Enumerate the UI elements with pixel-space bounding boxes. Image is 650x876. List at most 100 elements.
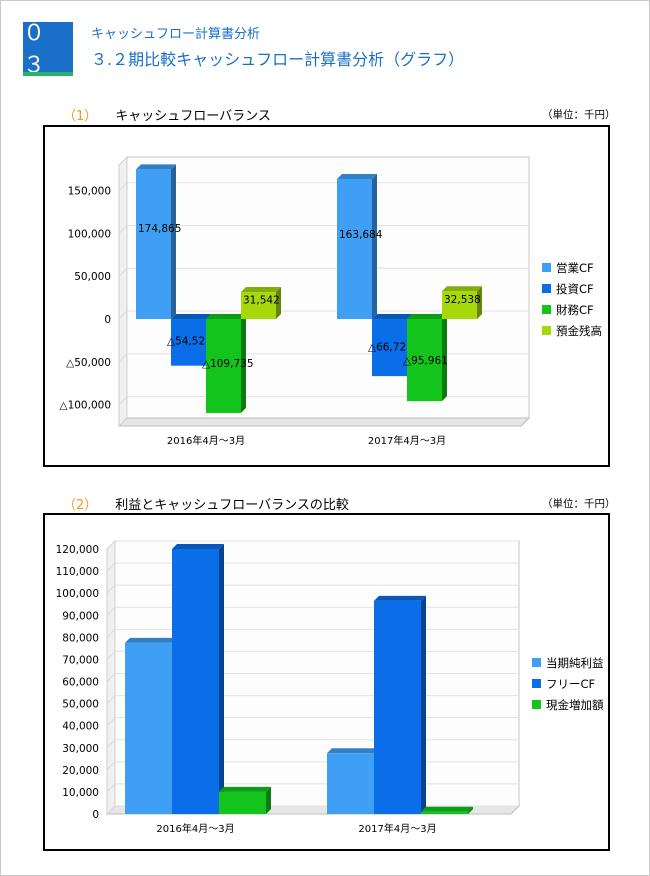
bar bbox=[374, 600, 421, 814]
bar bbox=[219, 791, 266, 814]
bar-top bbox=[327, 748, 379, 754]
bar-top bbox=[172, 544, 224, 549]
bar bbox=[136, 169, 171, 320]
bar-top bbox=[337, 173, 377, 179]
gridline-diag bbox=[106, 540, 116, 550]
section-badge: ０３ bbox=[23, 21, 73, 78]
y-tick-label: 30,000 bbox=[62, 743, 99, 755]
bar-side bbox=[468, 806, 473, 814]
bar-top bbox=[407, 314, 447, 320]
gridline-diag bbox=[106, 584, 116, 594]
y-tick-label: 110,000 bbox=[56, 566, 99, 578]
gridline-diag bbox=[106, 783, 116, 793]
cashflow-balance-chart: 150,000 100,000 50,000 0 △50,000 △100,000 174,… bbox=[43, 125, 610, 467]
y-tick-label: 70,000 bbox=[62, 654, 99, 666]
y-tick-label: △50,000 bbox=[66, 357, 111, 369]
y-tick-label: △100,000 bbox=[60, 400, 112, 412]
gridline-diag bbox=[118, 225, 128, 234]
bar-top bbox=[442, 286, 482, 292]
bar-side bbox=[241, 314, 246, 413]
bar bbox=[125, 642, 172, 814]
bar-side bbox=[421, 595, 426, 814]
y-tick-label: 0 bbox=[92, 809, 99, 821]
bar-side bbox=[276, 287, 281, 320]
x-category-label: 2017年4月～3月 bbox=[368, 434, 446, 447]
gridline-diag bbox=[106, 562, 116, 572]
gridline-diag bbox=[118, 310, 128, 320]
data-label: 174,865 bbox=[138, 223, 181, 235]
gridline-diag bbox=[106, 805, 116, 815]
bar-top bbox=[421, 806, 473, 812]
section1-number: （1） bbox=[63, 109, 98, 124]
legend-swatch bbox=[542, 263, 551, 272]
section2-number: （2） bbox=[63, 498, 98, 513]
legend-swatch bbox=[542, 326, 551, 335]
data-label: △109,735 bbox=[202, 358, 254, 370]
x-category-label: 2016年4月～3月 bbox=[167, 434, 245, 447]
bar-top bbox=[241, 287, 281, 293]
bar-side bbox=[442, 314, 447, 402]
bar bbox=[172, 549, 219, 814]
legend-label: 預金残高 bbox=[556, 324, 602, 338]
cashflow-balance-svg: 150,000 100,000 50,000 0 △50,000 △100,000 174,… bbox=[60, 155, 602, 447]
legend-label: 現金増加額 bbox=[546, 698, 604, 712]
page-title: ３.２期比較キャッシュフロー計算書分析（グラフ） bbox=[91, 50, 465, 69]
bar-side bbox=[266, 786, 271, 814]
data-label: △66,727 bbox=[368, 341, 413, 353]
y-tick-label: 0 bbox=[104, 314, 111, 326]
bar-side bbox=[171, 164, 176, 320]
gridline-diag bbox=[118, 182, 128, 192]
gridline-diag bbox=[106, 717, 116, 727]
data-label: 31,542 bbox=[243, 294, 280, 306]
header-subtitle: キャッシュフロー計算書分析 bbox=[91, 27, 261, 42]
bar-top bbox=[136, 164, 176, 170]
legend-label: フリーCF bbox=[546, 677, 595, 691]
data-label: 163,684 bbox=[339, 229, 383, 241]
legend-swatch bbox=[542, 305, 551, 314]
section2-title: 利益とキャッシュフローバランスの比較 bbox=[115, 498, 349, 513]
data-label: △54,521 bbox=[167, 336, 212, 348]
section1-heading: （1） キャッシュフローバランス bbox=[63, 105, 271, 124]
section2-heading: （2） 利益とキャッシュフローバランスの比較 bbox=[63, 494, 349, 513]
bar bbox=[171, 319, 206, 366]
x-category-label: 2017年4月～3月 bbox=[358, 822, 436, 835]
plot-floor bbox=[117, 417, 531, 427]
y-tick-label: 40,000 bbox=[62, 721, 99, 733]
legend-label: 財務CF bbox=[556, 303, 594, 317]
data-label: △95,961 bbox=[403, 355, 448, 367]
badge-underline bbox=[23, 72, 73, 76]
profit-cashflow-chart: 120,000 110,000 100,000 90,000 80,000 70,000 6… bbox=[43, 513, 610, 851]
section1-unit: （単位：千円） bbox=[542, 109, 616, 121]
y-tick-label: 50,000 bbox=[62, 699, 99, 711]
bar-top bbox=[171, 314, 211, 320]
bar-top bbox=[219, 786, 271, 792]
y-tick-label: 100,000 bbox=[68, 228, 111, 240]
bar-top bbox=[372, 314, 412, 320]
legend-swatch bbox=[532, 679, 541, 688]
profit-cashflow-svg: 120,000 110,000 100,000 90,000 80,000 70,000 6… bbox=[56, 539, 604, 835]
gridline-diag bbox=[106, 628, 116, 638]
legend-label: 当期純利益 bbox=[546, 656, 604, 670]
bar bbox=[241, 292, 276, 320]
legend-label: 投資CF bbox=[556, 282, 594, 296]
gridline-diag bbox=[118, 267, 128, 277]
bar bbox=[206, 319, 241, 413]
y-tick-label: 60,000 bbox=[62, 677, 99, 689]
bar-side bbox=[372, 173, 377, 320]
legend-swatch bbox=[532, 700, 541, 709]
gridline-diag bbox=[118, 353, 128, 363]
bar-top bbox=[206, 314, 246, 320]
y-tick-label: 20,000 bbox=[62, 765, 99, 777]
bar-top bbox=[125, 637, 177, 643]
gridline-diag bbox=[106, 761, 116, 771]
y-tick-label: 10,000 bbox=[62, 787, 99, 799]
y-tick-label: 120,000 bbox=[56, 544, 99, 556]
gridline-diag bbox=[106, 673, 116, 682]
legend-swatch bbox=[532, 658, 541, 667]
section2-unit: （単位：千円） bbox=[542, 498, 616, 510]
legend-label: 営業CF bbox=[556, 261, 594, 275]
bar bbox=[372, 319, 407, 377]
bar bbox=[337, 178, 372, 320]
y-tick-label: 50,000 bbox=[74, 271, 111, 283]
